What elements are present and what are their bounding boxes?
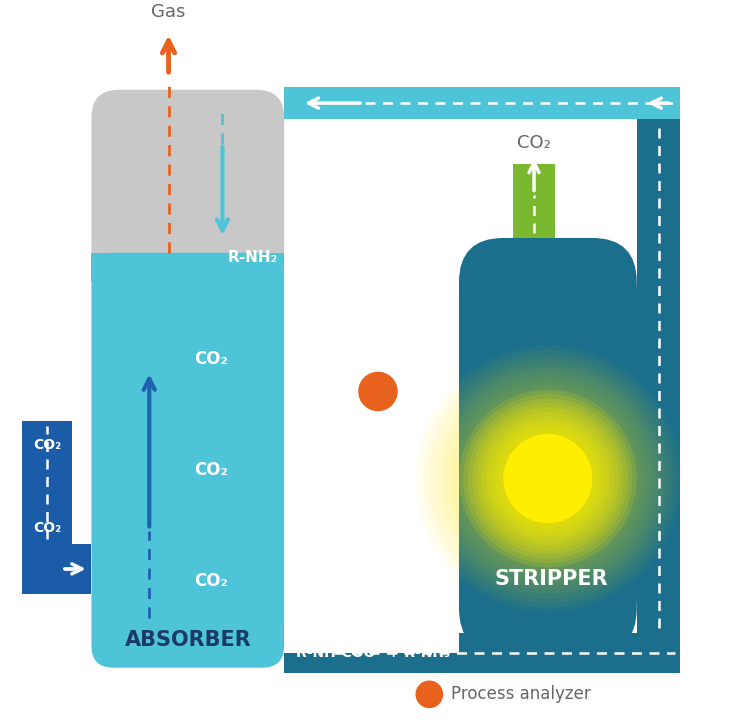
Text: ABSORBER: ABSORBER [124, 630, 251, 650]
Bar [513, 164, 555, 238]
Ellipse shape [499, 430, 597, 528]
Text: Gas: Gas [152, 3, 186, 21]
Ellipse shape [521, 452, 574, 505]
Bar [284, 633, 324, 648]
Ellipse shape [494, 425, 602, 532]
Bar [72, 544, 92, 593]
Text: CO₂: CO₂ [194, 350, 228, 368]
Ellipse shape [472, 403, 623, 554]
Ellipse shape [486, 417, 610, 541]
Text: R-NH₂: R-NH₂ [328, 631, 374, 645]
FancyBboxPatch shape [92, 253, 284, 668]
Ellipse shape [535, 465, 561, 492]
Bar [284, 623, 459, 653]
FancyBboxPatch shape [92, 90, 284, 287]
Ellipse shape [508, 438, 588, 518]
Text: CO₂: CO₂ [33, 438, 61, 453]
FancyBboxPatch shape [459, 238, 637, 336]
Text: CO₂: CO₂ [194, 461, 228, 479]
Ellipse shape [544, 474, 552, 483]
Ellipse shape [459, 390, 637, 567]
Text: Process analyzer: Process analyzer [451, 685, 591, 703]
Text: R-NH₂: R-NH₂ [228, 250, 278, 265]
Ellipse shape [477, 407, 619, 549]
Text: CO₂: CO₂ [33, 521, 61, 535]
Text: CO₂: CO₂ [194, 572, 228, 590]
Ellipse shape [526, 456, 570, 501]
Ellipse shape [503, 434, 592, 523]
Ellipse shape [530, 461, 566, 496]
Bar [284, 87, 680, 119]
Bar [92, 253, 284, 282]
Bar [459, 287, 637, 604]
Bar [284, 633, 680, 673]
Text: CO₂: CO₂ [517, 134, 551, 152]
Ellipse shape [468, 399, 628, 559]
Circle shape [416, 681, 443, 708]
Ellipse shape [464, 394, 632, 563]
Ellipse shape [512, 443, 584, 514]
Ellipse shape [517, 448, 579, 510]
Ellipse shape [482, 412, 614, 545]
Ellipse shape [503, 434, 592, 523]
Ellipse shape [539, 470, 556, 487]
Text: R-NH-COO⁻ + R-NH₃⁺: R-NH-COO⁻ + R-NH₃⁺ [296, 646, 458, 660]
Circle shape [358, 372, 398, 412]
Bar [637, 87, 680, 673]
Text: STRIPPER: STRIPPER [494, 569, 608, 588]
FancyBboxPatch shape [459, 554, 637, 653]
Bar [22, 421, 72, 593]
Ellipse shape [490, 421, 606, 536]
